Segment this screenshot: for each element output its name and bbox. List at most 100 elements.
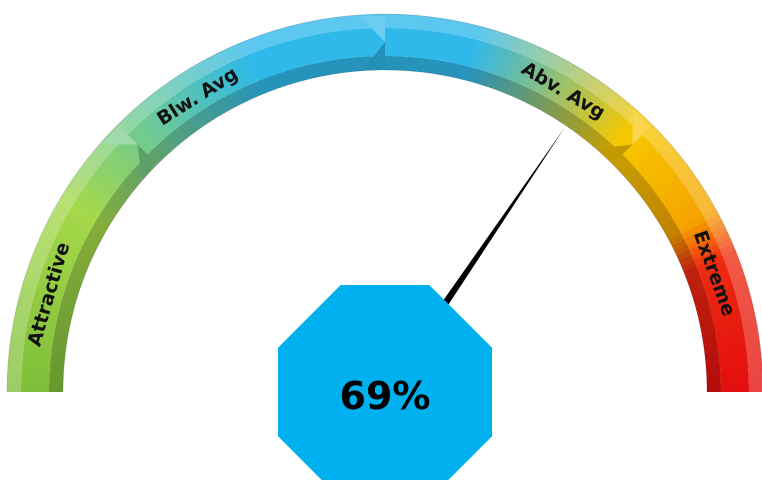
arc-slice xyxy=(270,73,282,90)
arc-slice xyxy=(696,255,726,273)
arc-slice xyxy=(724,256,741,269)
arc-slice xyxy=(155,104,180,131)
arc-slice xyxy=(75,254,92,267)
arc-slice xyxy=(550,55,564,72)
arc-slice xyxy=(90,171,118,195)
arc-slice xyxy=(385,28,393,57)
arc-slice xyxy=(483,43,499,73)
arc-slice xyxy=(94,166,121,190)
arc-slice xyxy=(623,106,639,123)
arc-slice xyxy=(683,266,700,278)
arc-slice xyxy=(477,42,493,72)
arc-slice xyxy=(706,285,736,301)
arc-slice xyxy=(714,232,731,246)
arc-slice xyxy=(715,328,745,341)
arc-slice xyxy=(605,117,630,144)
arc-slice xyxy=(28,308,58,323)
arc-slice xyxy=(164,133,179,149)
arc-slice xyxy=(275,72,287,88)
arc-slice xyxy=(645,194,661,209)
arc-slice xyxy=(510,82,523,99)
arc-slice xyxy=(437,32,450,62)
arc-slice xyxy=(497,32,510,49)
arc-slice xyxy=(560,110,574,126)
arc-slice xyxy=(748,378,762,387)
arc-slice xyxy=(660,183,688,206)
arc-slice xyxy=(225,61,245,91)
arc-slice xyxy=(98,161,125,186)
arc-slice xyxy=(651,204,668,218)
arc-slice xyxy=(673,204,701,226)
arc-slice xyxy=(656,178,684,201)
arc-slice xyxy=(184,67,199,84)
arc-slice xyxy=(141,116,166,143)
arc-slice xyxy=(634,148,661,173)
arc-slice xyxy=(296,37,311,66)
arc-slice xyxy=(494,47,511,77)
arc-slice xyxy=(35,284,65,300)
arc-slice xyxy=(684,226,713,246)
arc-slice xyxy=(106,152,133,177)
arc-slice xyxy=(563,83,585,111)
arc-slice xyxy=(527,62,546,91)
arc-slice xyxy=(747,352,762,362)
segment-marker xyxy=(598,144,633,163)
arc-slice xyxy=(118,138,145,163)
arc-slice xyxy=(186,82,208,111)
arc-slice xyxy=(303,35,317,65)
arc-slice xyxy=(666,193,695,215)
arc-edge xyxy=(62,69,708,393)
arc-slice xyxy=(704,279,734,295)
arc-slice xyxy=(689,282,705,294)
arc-slice xyxy=(620,162,636,178)
arc-slice xyxy=(536,95,549,111)
arc-slice xyxy=(700,267,730,284)
arc-slice xyxy=(648,199,665,213)
arc-slice xyxy=(706,386,721,392)
arc-slice xyxy=(671,159,688,174)
arc-slice xyxy=(720,385,749,392)
arc-slice xyxy=(655,209,671,223)
arc-slice xyxy=(219,64,239,93)
arc-slice xyxy=(686,232,716,252)
arc-slice xyxy=(349,57,359,72)
arc-slice xyxy=(681,221,710,241)
arc-slice xyxy=(671,239,688,252)
arc-slice xyxy=(669,199,698,220)
arc-slice xyxy=(222,94,235,111)
arc-slice xyxy=(614,125,639,152)
arc-slice xyxy=(48,213,65,227)
arc-slice xyxy=(689,238,719,257)
arc-slice xyxy=(499,49,517,79)
arc-slice xyxy=(709,297,739,312)
arc-slice xyxy=(722,250,739,263)
arc-slice xyxy=(694,249,723,268)
arc-slice xyxy=(127,110,143,126)
arc-slice xyxy=(628,171,644,186)
arc-slice xyxy=(691,288,707,299)
arc-slice xyxy=(505,52,523,81)
segment-marker xyxy=(632,109,651,145)
arc-slice xyxy=(190,63,205,80)
arc-slice xyxy=(66,208,95,230)
arc-slice xyxy=(572,67,587,84)
arc-slice xyxy=(63,287,80,298)
arc-slice xyxy=(609,94,624,110)
arc-slice xyxy=(116,184,132,199)
arc-slice xyxy=(509,36,522,53)
arc-slice xyxy=(748,365,762,375)
arc-slice xyxy=(206,103,221,119)
arc-slice xyxy=(249,36,262,53)
arc-slice xyxy=(485,28,497,45)
arc-slice xyxy=(635,180,651,195)
arc-slice xyxy=(404,14,413,29)
arc-slice xyxy=(213,51,227,68)
arc-slice xyxy=(272,43,288,73)
arc-slice xyxy=(431,31,444,61)
arc-slice xyxy=(83,158,99,173)
arc-slice xyxy=(127,170,143,186)
arc-slice xyxy=(7,370,22,380)
arc-slice xyxy=(21,378,50,387)
arc-slice xyxy=(96,212,113,227)
arc-slice xyxy=(748,385,762,392)
